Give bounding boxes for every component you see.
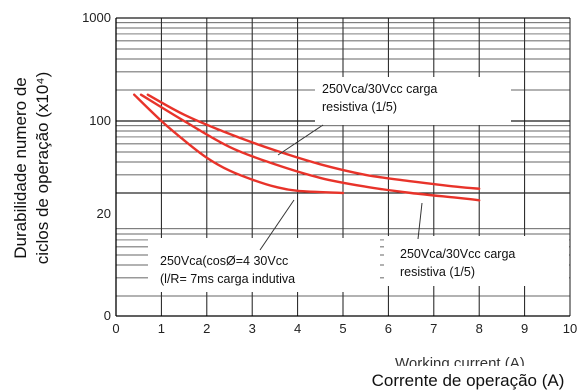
x-tick-label: 7	[430, 321, 437, 336]
x-tick-label: 8	[476, 321, 483, 336]
annotation-box	[148, 238, 380, 292]
annotation-text: resistiva (1/5)	[400, 265, 475, 279]
annotation-leader-line	[277, 124, 324, 156]
series-curve-1	[146, 93, 481, 190]
annotation-leader-line	[417, 202, 423, 240]
crop-mask	[380, 366, 579, 391]
annotation-text: 250Vca(cosØ=4 30Vcc	[160, 254, 288, 268]
annotations: 250Vca/30Vcc carga resistiva (1/5) 250Vca/…	[148, 77, 569, 292]
x-tick-label: 9	[521, 321, 528, 336]
annotation-text: 250Vca/30Vcc carga	[400, 247, 515, 261]
x-tick-label: 10	[563, 321, 577, 336]
annotation-text: (l/R= 7ms carga indutiva	[160, 272, 295, 286]
annotation-leader-line	[259, 199, 295, 251]
y-tick-label: 0	[104, 308, 111, 323]
y-axis-label-line2: ciclos de operação (x10⁴)	[33, 72, 52, 265]
y-axis-label-line1: Durabilidade numero de	[11, 77, 30, 258]
series-curve-3	[133, 93, 345, 195]
axes	[115, 18, 570, 317]
annotation-text: 250Vca/30Vcc carga	[322, 82, 437, 96]
series-layer	[133, 93, 481, 202]
x-tick-label: 2	[203, 321, 210, 336]
x-tick-label: 4	[294, 321, 301, 336]
y-tick-label: 100	[89, 113, 111, 128]
x-tick-label: 1	[158, 321, 165, 336]
x-tick-label: 0	[112, 321, 119, 336]
y-tick-label: 20	[97, 206, 111, 221]
x-tick-label: 3	[249, 321, 256, 336]
x-tick-label: 6	[385, 321, 392, 336]
x-axis-label: Corrente de operação (A)	[372, 371, 565, 390]
annotation-box	[384, 236, 569, 286]
annotation-box	[315, 77, 511, 125]
series-curve-2	[139, 93, 481, 202]
annotation-text: resistiva (1/5)	[322, 100, 397, 114]
x-tick-label: 5	[339, 321, 346, 336]
y-tick-label: 1000	[82, 10, 111, 25]
